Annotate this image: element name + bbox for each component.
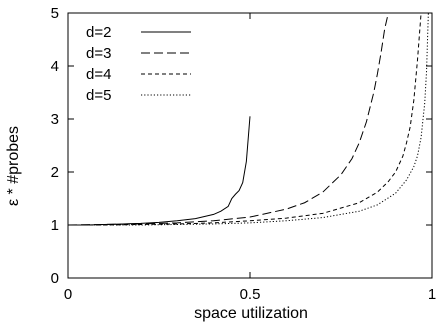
- y-tick-label: 3: [51, 111, 59, 128]
- y-tick-label: 2: [51, 164, 59, 181]
- plot-frame: [67, 12, 433, 279]
- legend-label: d=5: [86, 87, 111, 104]
- series-layer: [68, 13, 429, 226]
- legend-label: d=3: [86, 45, 111, 62]
- y-tick-label: 0: [51, 270, 59, 287]
- series-line-d2: [68, 116, 251, 226]
- x-axis-title: space utilization: [194, 305, 308, 322]
- legend: d=2 d=3 d=4 d=5: [86, 24, 191, 104]
- y-tick-label: 1: [51, 217, 59, 234]
- x-tick-label: 1: [428, 286, 436, 303]
- x-tick-label: 0: [64, 286, 72, 303]
- legend-label: d=2: [86, 24, 111, 41]
- series-line-d3: [68, 13, 389, 226]
- y-axis-title: ε * #probes: [5, 126, 22, 206]
- y-tick-label: 4: [51, 58, 59, 75]
- x-tick-label: 0.5: [240, 286, 261, 303]
- plot-area: 0 1 2 3 4 5 0 0.5 1: [51, 5, 436, 303]
- legend-label: d=4: [86, 66, 111, 83]
- series-line-d4: [68, 13, 422, 226]
- y-tick-label: 5: [51, 5, 59, 22]
- series-line-d5: [68, 13, 429, 226]
